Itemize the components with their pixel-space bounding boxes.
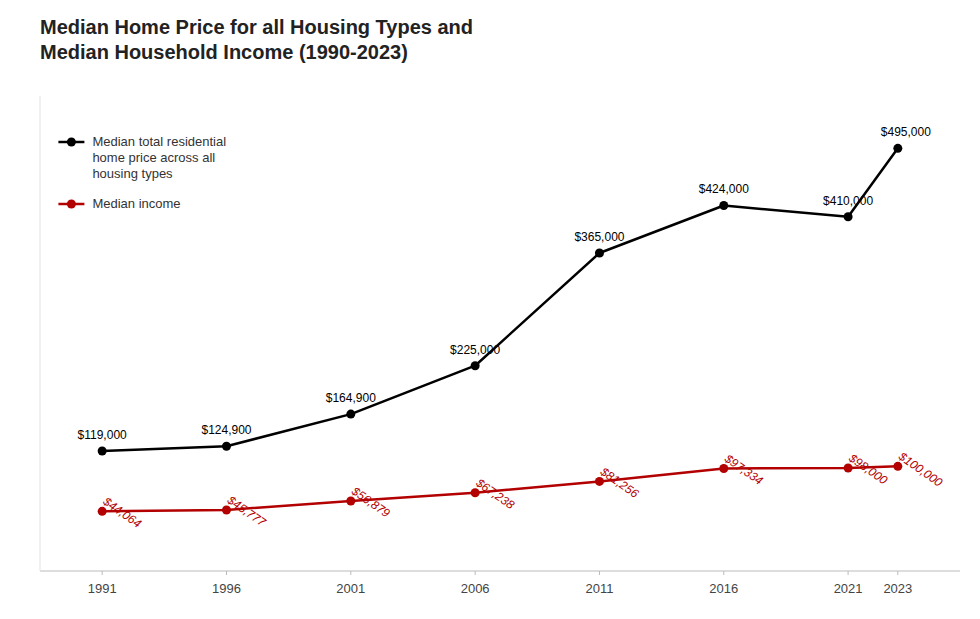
x-tick	[102, 571, 103, 575]
x-tick	[350, 571, 351, 575]
data-labels: $119,000 $124,900 $164,900 $225,000 $365,000…	[78, 125, 946, 531]
legend: Median total residentialhome price acros…	[58, 134, 226, 211]
legend-swatch-marker	[67, 138, 76, 147]
legend-label: Median income	[92, 196, 180, 211]
point	[595, 248, 604, 257]
x-tick-label: 2021	[834, 581, 863, 596]
data-label: $424,000	[699, 182, 749, 196]
x-tick	[599, 571, 600, 575]
x-tick-label: 1991	[88, 581, 117, 596]
data-label: $119,000	[78, 428, 127, 442]
point	[844, 212, 853, 221]
x-tick-label: 2001	[336, 581, 365, 596]
point	[893, 144, 902, 153]
series-line	[102, 466, 898, 511]
data-label: $100,000	[895, 449, 945, 490]
point	[471, 361, 480, 370]
point	[346, 410, 355, 419]
data-label: $164,900	[326, 391, 376, 405]
x-tick-label: 1996	[212, 581, 241, 596]
data-label: $410,000	[823, 194, 873, 208]
data-label: $81,256	[597, 464, 642, 501]
data-label: $365,000	[574, 230, 624, 244]
data-label: $56,879	[348, 483, 393, 520]
x-tick	[897, 571, 898, 575]
data-label: $97,334	[721, 451, 766, 488]
x-tick	[723, 571, 724, 575]
data-label: $44,064	[100, 494, 145, 531]
data-label: $495,000	[881, 125, 931, 139]
point	[98, 447, 107, 456]
legend-label: Median total residentialhome price acros…	[92, 134, 226, 181]
y-range-line	[40, 96, 41, 571]
series-line	[102, 148, 898, 451]
data-label: $124,900	[201, 423, 251, 437]
point	[719, 201, 728, 210]
x-tick-label: 2016	[709, 581, 738, 596]
x-tick-label: 2006	[461, 581, 490, 596]
data-label: $98,000	[846, 450, 891, 487]
data-label: $45,777	[224, 492, 269, 530]
x-axis-line	[40, 571, 960, 572]
x-tick	[848, 571, 849, 575]
legend-swatch-marker	[67, 200, 76, 209]
plot-area	[98, 144, 903, 516]
x-tick-label: 2023	[883, 581, 912, 596]
x-tick	[475, 571, 476, 575]
point	[222, 442, 231, 451]
data-label: $225,000	[450, 343, 500, 357]
data-label: $67,238	[473, 475, 518, 512]
chart: Median Home Price for all Housing Types …	[0, 0, 980, 619]
x-tick	[226, 571, 227, 575]
title: Median Home Price for all Housing Types …	[40, 16, 473, 63]
x-tick-label: 2011	[585, 581, 613, 596]
